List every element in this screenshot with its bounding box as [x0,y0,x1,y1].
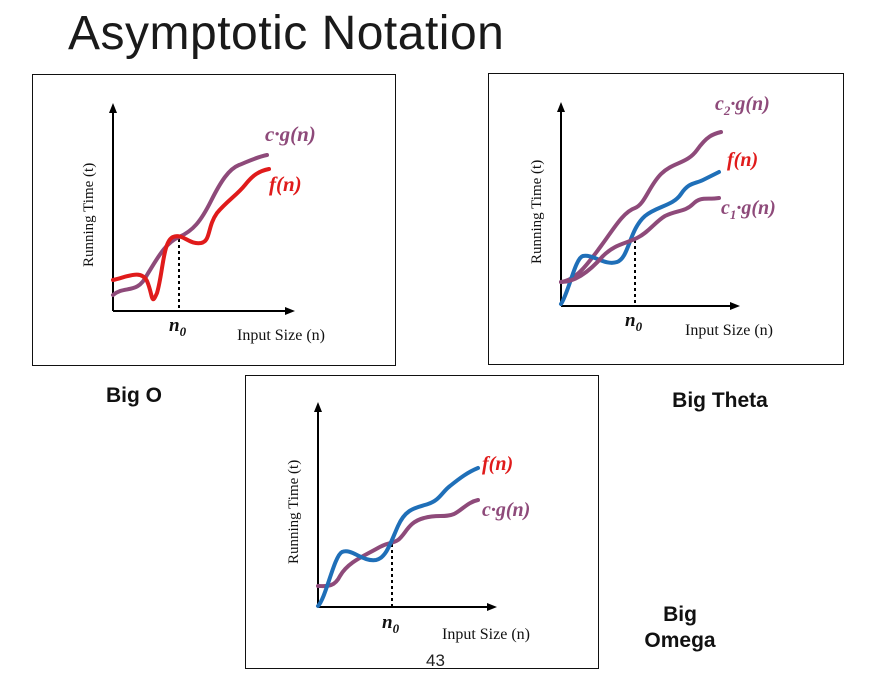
big-omega-panel: f(n) c·g(n) Running Time (t) Input Size … [245,375,599,669]
c1g-label: c1·g(n) [721,197,776,222]
big-theta-panel: c2·g(n) f(n) c1·g(n) Running Time (t) In… [488,73,844,365]
slide-title: Asymptotic Notation [68,7,505,60]
y-axis-label: Running Time (t) [529,160,545,264]
f-curve [111,167,271,302]
y-axis-arrow [557,102,565,112]
n0-label: n0 [625,310,643,334]
c2g-label: c2·g(n) [715,93,770,118]
cg-label: c·g(n) [265,122,316,146]
big-o-panel: c·g(n) f(n) Running Time (t) Input Size … [32,74,396,366]
x-axis-label: Input Size (n) [442,626,530,643]
big-omega-caption-line2: Omega [644,629,716,652]
y-axis-label: Running Time (t) [286,460,302,564]
n0-label: n0 [169,315,187,339]
page-number: 43 [426,651,445,670]
big-omega-diagram: f(n) c·g(n) Running Time (t) Input Size … [286,402,530,643]
big-o-caption: Big O [106,384,162,407]
c2g-curve [559,130,723,284]
big-omega-caption: Big Omega [620,602,740,654]
f-label: f(n) [727,149,758,171]
cg-label: c·g(n) [482,499,530,521]
n0-label: n0 [382,612,400,636]
cg-curve [316,498,480,589]
x-axis-arrow [730,302,740,310]
y-axis-arrow [109,103,117,113]
x-axis-label: Input Size (n) [685,322,773,339]
c1g-curve [559,196,721,284]
y-axis-arrow [314,402,322,412]
big-theta-diagram: c2·g(n) f(n) c1·g(n) Running Time (t) In… [529,93,776,339]
x-axis-arrow [487,603,497,611]
f-label: f(n) [482,453,513,475]
big-theta-caption: Big Theta [672,389,768,412]
x-axis-arrow [285,307,295,315]
x-axis-label: Input Size (n) [237,327,325,344]
f-curve [559,170,721,306]
f-curve [316,466,480,608]
f-label: f(n) [269,172,302,196]
big-o-diagram: c·g(n) f(n) Running Time (t) Input Size … [81,103,325,344]
y-axis-label: Running Time (t) [81,163,97,267]
big-omega-caption-line1: Big [663,603,697,626]
